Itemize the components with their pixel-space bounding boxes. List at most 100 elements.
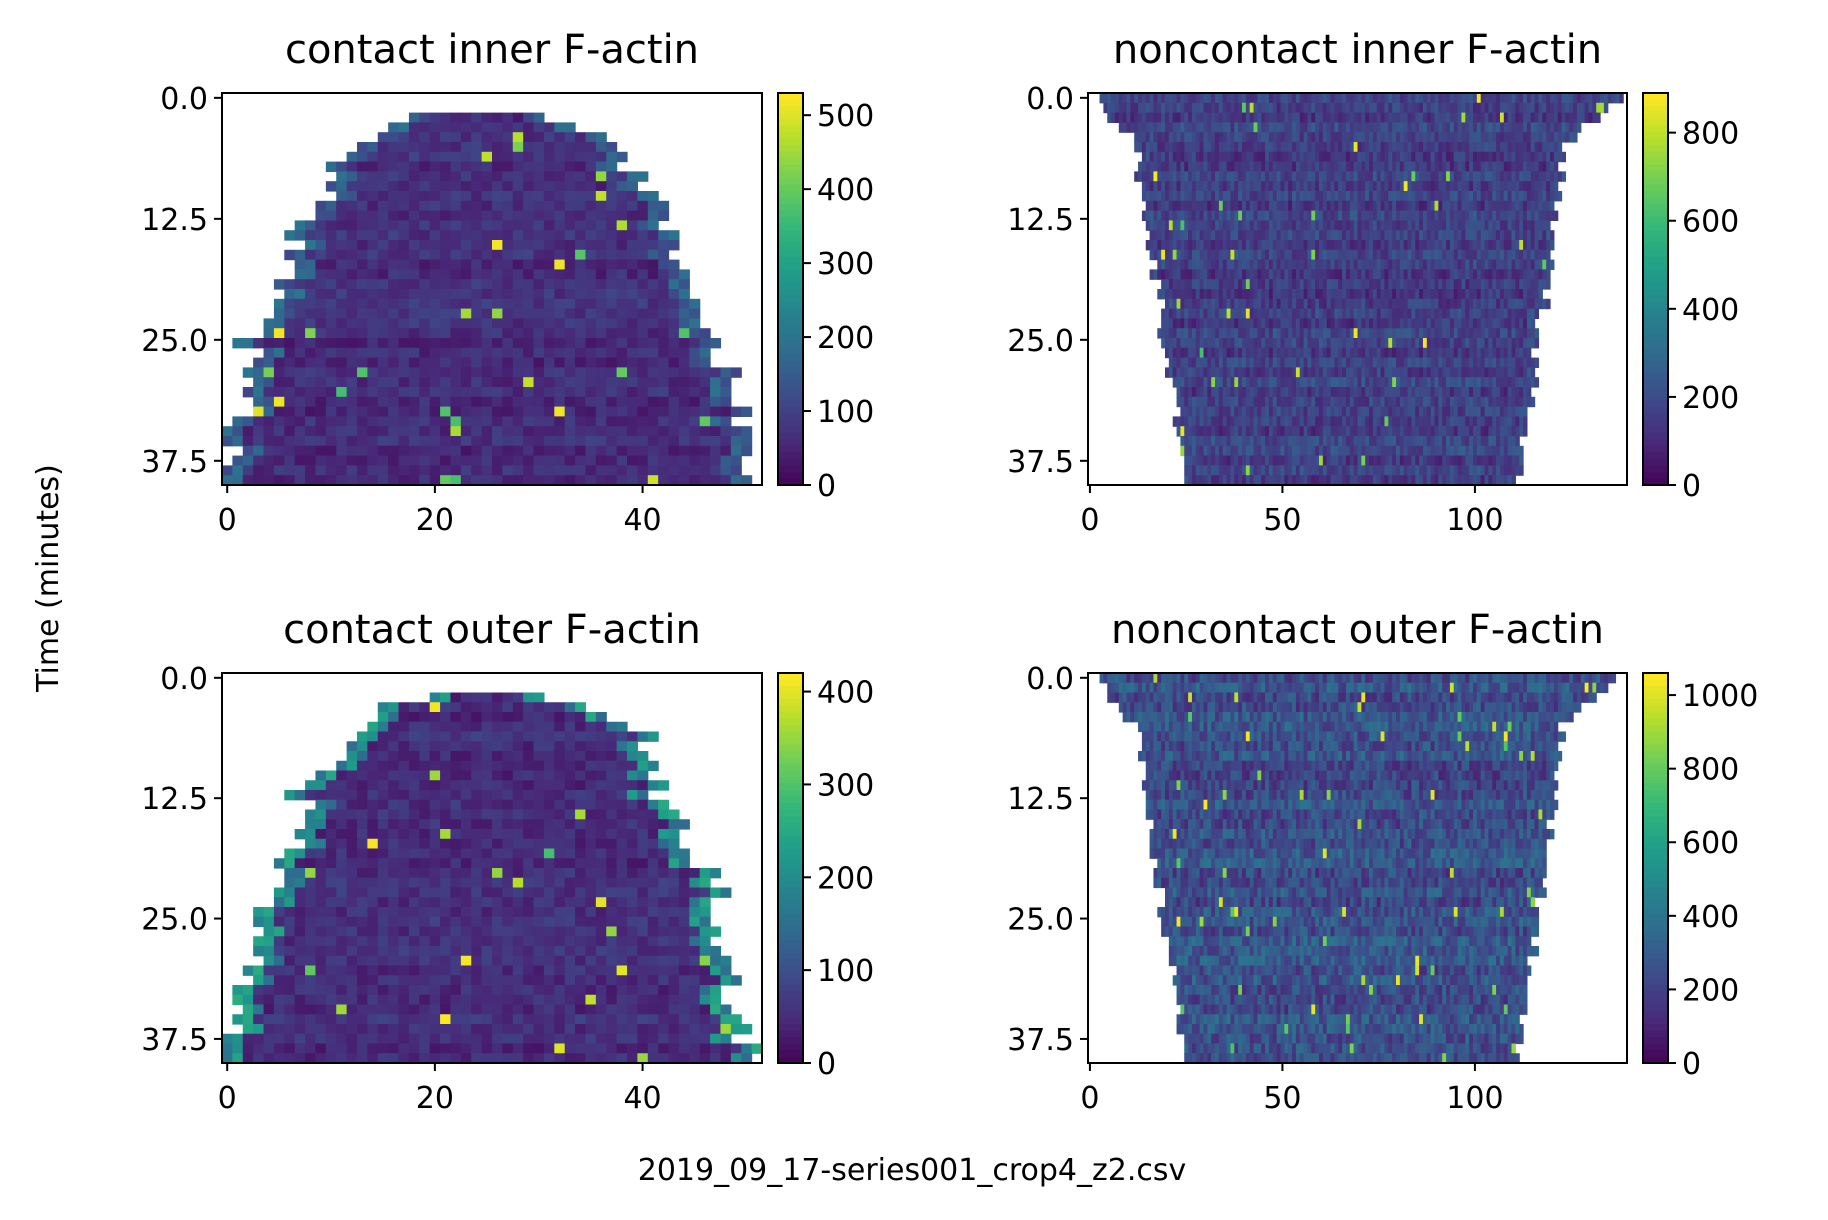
heatmap-cell (1507, 279, 1513, 290)
heatmap-cell (419, 122, 431, 133)
heatmap-cell (1299, 220, 1305, 231)
heatmap-cell (419, 249, 431, 261)
heatmap-cell (346, 220, 358, 231)
heatmap-cell (1357, 240, 1362, 251)
heatmap-cell (1288, 367, 1293, 378)
heatmap-cell (336, 475, 348, 486)
heatmap-cell (1184, 220, 1189, 231)
heatmap-cell (357, 210, 368, 221)
heatmap-cell (595, 347, 607, 359)
heatmap-cell (1457, 191, 1463, 202)
heatmap-cell (1399, 151, 1405, 163)
heatmap-cell (1230, 112, 1235, 123)
heatmap-cell (1357, 102, 1362, 114)
heatmap-cell (1461, 269, 1466, 280)
heatmap-cell (1484, 151, 1489, 163)
heatmap-cell (1322, 396, 1328, 408)
heatmap-cell (471, 132, 483, 143)
heatmap-cell (1396, 347, 1401, 359)
heatmap-cell (429, 200, 441, 212)
heatmap-cell (460, 200, 472, 212)
heatmap-cell (1226, 269, 1232, 280)
heatmap-cell (1357, 318, 1362, 329)
heatmap-cell (1284, 328, 1289, 339)
colorbar-segment (778, 138, 803, 146)
heatmap-cell (1546, 132, 1551, 143)
heatmap-cell (284, 308, 296, 319)
heatmap-cell (1384, 102, 1389, 114)
heatmap-cell (564, 396, 576, 408)
heatmap-cell (305, 269, 317, 280)
heatmap-cell (419, 240, 431, 251)
heatmap-cell (543, 445, 555, 457)
heatmap-cell (1407, 387, 1412, 398)
heatmap-cell (533, 269, 545, 280)
heatmap-cell (1446, 279, 1451, 290)
heatmap-cell (357, 465, 368, 476)
heatmap-cell (1234, 200, 1239, 212)
heatmap-cell (1261, 191, 1266, 202)
heatmap-cell (1222, 298, 1228, 310)
heatmap-cell (1211, 142, 1216, 153)
heatmap-cell (1284, 93, 1289, 104)
heatmap-cell (450, 328, 462, 339)
heatmap-cell (1473, 200, 1478, 212)
heatmap-cell (1542, 279, 1547, 290)
heatmap-cell (637, 298, 649, 310)
heatmap-cell (377, 220, 389, 231)
heatmap-cell (1303, 387, 1309, 398)
heatmap-cell (564, 347, 576, 359)
heatmap-cell (242, 475, 254, 486)
heatmap-cell (1492, 357, 1497, 368)
heatmap-cell (1372, 200, 1378, 212)
heatmap-cell (419, 436, 431, 447)
heatmap-cell (1299, 161, 1305, 172)
heatmap-cell (512, 308, 524, 319)
heatmap-cell (1457, 377, 1463, 388)
heatmap-cell (1218, 298, 1224, 310)
heatmap-cell (1184, 171, 1189, 182)
heatmap-cell (1523, 93, 1528, 104)
heatmap-cell (1230, 220, 1235, 231)
heatmap-cell (1242, 387, 1247, 398)
heatmap-cell (388, 416, 400, 427)
heatmap-cell (284, 455, 296, 466)
heatmap-cell (1299, 318, 1305, 329)
heatmap-cell (1399, 279, 1405, 290)
heatmap-cell (450, 308, 462, 319)
heatmap-cell (647, 475, 659, 486)
heatmap-cell (1511, 200, 1516, 212)
heatmap-cell (1430, 210, 1436, 221)
heatmap-cell (336, 396, 348, 408)
heatmap-cell (1180, 387, 1185, 398)
heatmap-cell (658, 328, 670, 339)
heatmap-cell (398, 396, 410, 408)
heatmap-cell (1461, 142, 1466, 153)
heatmap-cell (720, 455, 732, 466)
heatmap-cell (1238, 338, 1243, 349)
heatmap-cell (1399, 112, 1405, 123)
heatmap-cell (1215, 240, 1220, 251)
heatmap-cell (1538, 298, 1543, 310)
heatmap-cell (1280, 318, 1285, 329)
heatmap-cell (492, 357, 503, 368)
heatmap-cell (1234, 387, 1239, 398)
heatmap-cell (1461, 298, 1466, 310)
heatmap-cell (647, 210, 659, 221)
heatmap-cell (1553, 191, 1559, 202)
heatmap-cell (1369, 279, 1374, 290)
heatmap-cell (1322, 230, 1328, 241)
heatmap-cell (1288, 93, 1293, 104)
heatmap-cell (1434, 289, 1439, 300)
heatmap-cell (1245, 220, 1251, 231)
heatmap-cell (1207, 240, 1212, 251)
y-tick-label: 12.5 (141, 203, 208, 238)
heatmap-cell (1361, 396, 1366, 408)
heatmap-cell (1511, 240, 1516, 251)
heatmap-cell (1534, 122, 1540, 133)
heatmap-cell (419, 132, 431, 143)
heatmap-cell (1426, 161, 1432, 172)
heatmap-cell (315, 387, 327, 398)
heatmap-cell (450, 132, 462, 143)
heatmap-cell (325, 338, 337, 349)
